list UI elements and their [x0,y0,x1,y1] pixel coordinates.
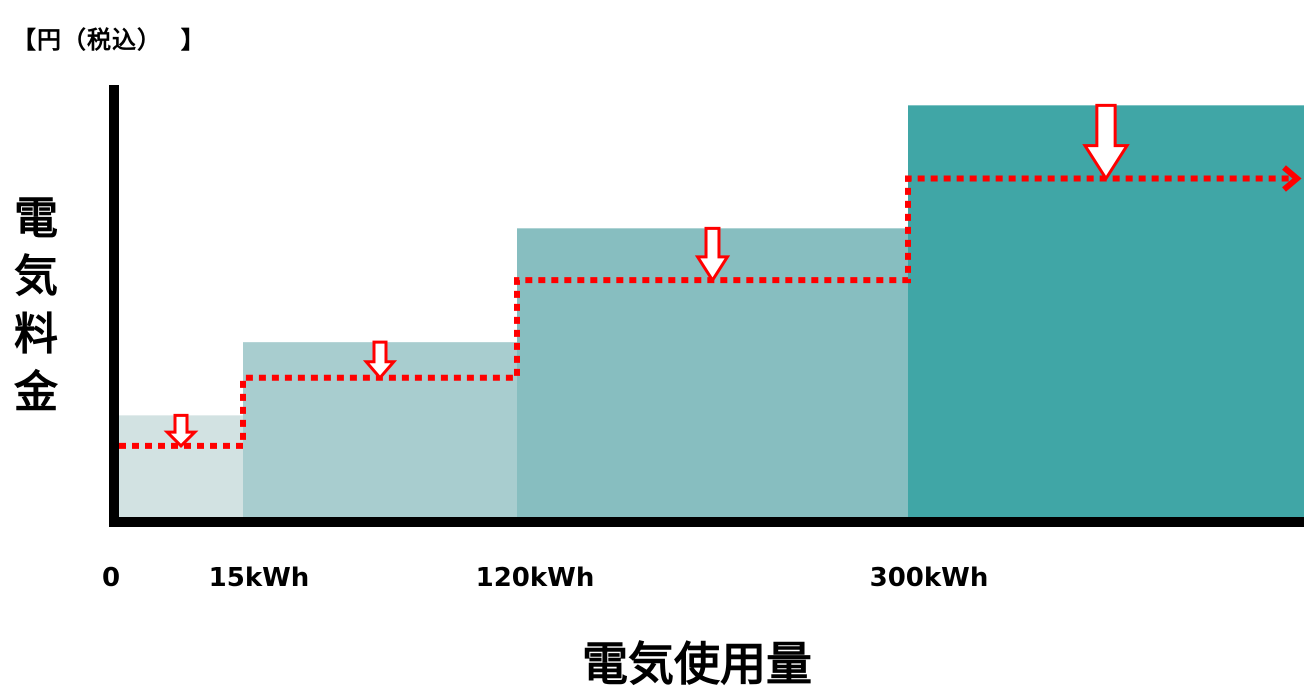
y-axis-label: 電気料金 [10,190,62,422]
x-tick-label: 300kWh [870,563,989,593]
down-arrow-icon [1082,103,1130,182]
reduced-price-line [119,165,1302,449]
y-unit-label: 【円（税込） 】 [12,26,206,54]
x-tick-labels: 0 15kWh 120kWh 300kWh [102,563,988,593]
line-end-chevron [1282,165,1302,192]
reduced-price-step-line [119,175,1290,449]
x-tick-label: 15kWh [209,563,310,593]
y-axis-label-text: 電気料金 [14,193,58,418]
tier-bars [119,105,1304,518]
down-arrow-icon [163,413,199,448]
x-tick-label: 120kWh [476,563,595,593]
down-arrow-icon [362,340,398,381]
x-tick-label: 0 [102,563,120,593]
down-arrow-icon [694,226,731,283]
reduction-arrows [163,103,1130,448]
